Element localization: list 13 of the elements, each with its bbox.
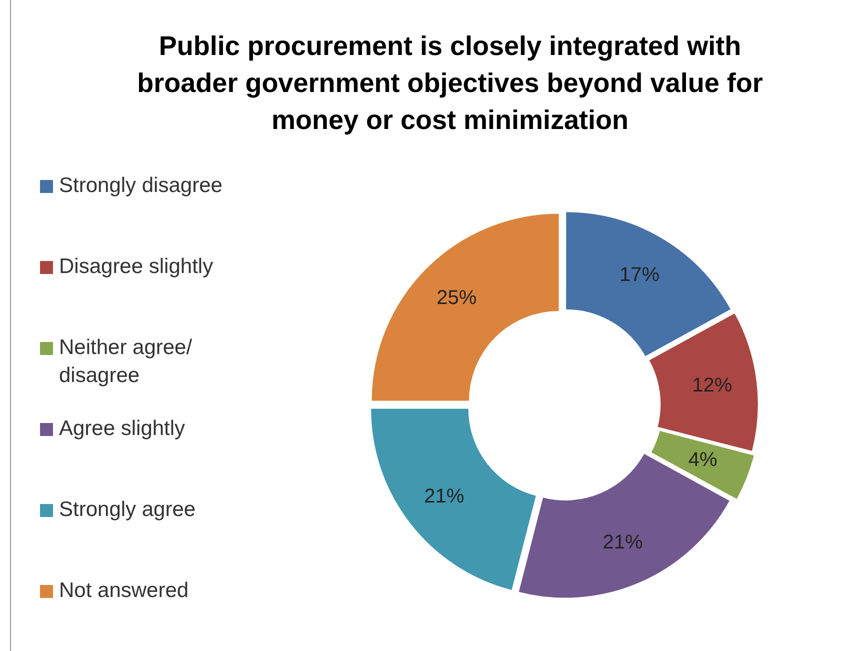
legend-label: Strongly agree: [59, 497, 197, 523]
legend-label: Not answered: [59, 578, 190, 604]
legend-label: Neither agree/ disagree: [59, 335, 194, 389]
data-label: 21%: [424, 486, 464, 508]
data-label: 17%: [620, 264, 660, 286]
legend-label: Disagree slightly: [59, 254, 214, 280]
legend-label: Strongly disagree: [59, 173, 224, 199]
data-label: 21%: [602, 532, 643, 554]
data-label: 25%: [436, 287, 477, 310]
data-label: 12%: [692, 374, 732, 397]
legend-label: Agree slightly: [59, 416, 186, 442]
chart-title: Public procurement is closely integrated with broader government objectives beyond value for money or cost minimization: [136, 30, 764, 137]
data-label: 4%: [688, 448, 718, 471]
